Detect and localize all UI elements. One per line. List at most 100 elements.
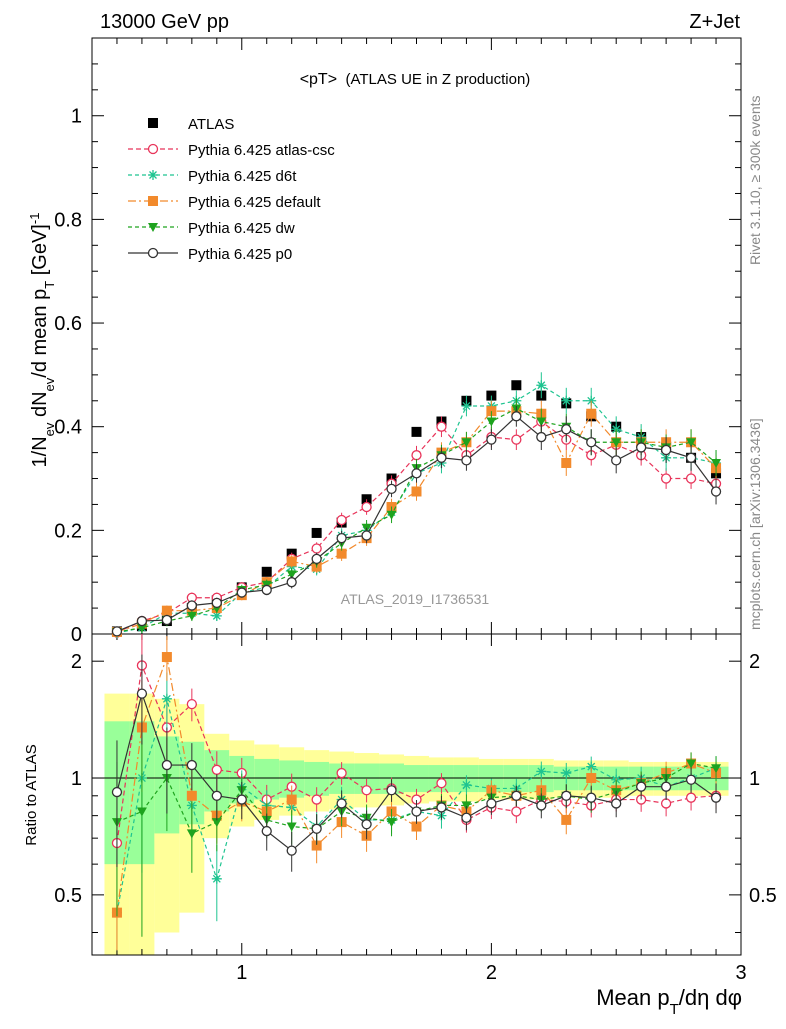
legend-label: Pythia 6.425 p0	[188, 246, 292, 263]
ratio-point	[311, 794, 322, 805]
data-point	[336, 532, 347, 544]
ratio-point	[211, 764, 222, 775]
legend-entry: Pythia 6.425 dw	[128, 220, 295, 237]
analysis-watermark: ATLAS_2019_I1736531	[341, 591, 490, 607]
ratio-point	[561, 814, 572, 825]
series-5	[111, 405, 722, 637]
ratio-point	[286, 794, 297, 805]
ratio-point	[236, 794, 247, 805]
ratio-point	[136, 807, 147, 817]
data-point	[711, 458, 722, 468]
data-point	[336, 514, 347, 526]
data-point	[136, 615, 148, 627]
data-point	[411, 468, 422, 479]
x-tick-label: 3	[735, 962, 746, 984]
ratio-point	[311, 823, 322, 834]
ratio-y-tick-label: 1	[71, 768, 82, 790]
data-point	[436, 452, 447, 463]
data-point	[685, 473, 697, 484]
data-point	[660, 444, 672, 456]
data-point	[710, 486, 722, 497]
data-point	[311, 553, 322, 565]
ratio-y-axis-label: Ratio to ATLAS	[23, 744, 40, 845]
ratio-point	[511, 790, 522, 801]
ratio-point	[111, 786, 123, 798]
data-point	[286, 570, 297, 580]
data-point	[536, 380, 547, 391]
data-point	[336, 548, 347, 559]
legend-marker	[147, 143, 159, 155]
ratio-point	[411, 806, 422, 817]
main-y-tick-label: 0.6	[54, 313, 82, 335]
data-point	[186, 611, 197, 621]
data-point	[536, 417, 547, 427]
ratio-point	[336, 798, 347, 809]
data-point	[161, 614, 173, 626]
data-point	[511, 434, 522, 445]
ratio-point	[586, 773, 597, 784]
ratio-point	[611, 798, 622, 809]
legend-entry: ATLAS	[148, 116, 234, 133]
ratio-point	[636, 781, 647, 792]
data-point	[586, 437, 597, 448]
ratio-point	[436, 802, 447, 813]
ratio-point	[286, 822, 297, 832]
data-point	[511, 380, 522, 391]
ratio-point	[311, 840, 322, 851]
ratio-point	[660, 798, 672, 809]
header-process-label: Z+Jet	[689, 11, 740, 33]
ratio-y-tick-label-right: 0.5	[749, 885, 777, 907]
legend-label: ATLAS	[188, 116, 234, 133]
legend-label: Pythia 6.425 dw	[188, 220, 295, 237]
data-point	[361, 530, 372, 541]
ratio-point	[586, 792, 597, 803]
ratio-point	[511, 806, 522, 817]
legend-marker	[148, 170, 158, 180]
main-y-tick-label: 0.2	[54, 520, 82, 542]
ratio-point	[561, 768, 572, 779]
data-point	[211, 610, 222, 621]
ratio-point	[486, 798, 497, 809]
rivet-label: Rivet 3.1.10, ≥ 300k events	[747, 95, 763, 265]
ratio-point	[361, 819, 372, 830]
ratio-point	[386, 818, 397, 828]
ratio-point	[161, 693, 172, 704]
ratio-point	[186, 790, 197, 801]
ratio-point	[336, 767, 347, 779]
ratio-point	[286, 845, 297, 856]
stat-uncertainty-band	[404, 765, 429, 793]
data-point	[561, 457, 572, 468]
ratio-point	[686, 759, 697, 769]
data-point	[461, 438, 472, 448]
ratio-series-5	[111, 654, 722, 872]
ratio-point	[536, 800, 547, 811]
data-point	[286, 577, 297, 588]
main-y-tick-label: 0	[71, 624, 82, 646]
main-y-tick-label: 0.8	[54, 209, 82, 231]
data-point	[286, 556, 297, 567]
ratio-point	[461, 812, 472, 823]
ratio-point	[161, 759, 173, 771]
ratio-point	[386, 785, 397, 796]
main-y-tick-label: 1	[71, 106, 82, 128]
data-point	[436, 421, 447, 432]
data-point	[111, 626, 123, 637]
legend-label: Pythia 6.425 atlas-csc	[188, 142, 335, 159]
ratio-series	[111, 634, 722, 951]
x-axis-label: Mean pT/dη dφ	[596, 985, 742, 1018]
ratio-point	[361, 785, 372, 796]
legend-marker	[148, 118, 158, 128]
x-tick-label: 1	[236, 962, 247, 984]
ratio-y-tick-label-right: 2	[749, 651, 760, 673]
ratio-point	[536, 766, 547, 777]
mcplots-label: mcplots.cern.ch [arXiv:1306.3436]	[747, 418, 763, 630]
legend-label: Pythia 6.425 default	[188, 194, 321, 211]
data-point	[486, 434, 497, 445]
legend-marker	[148, 223, 158, 232]
data-point	[261, 566, 272, 577]
data-point	[411, 450, 422, 461]
data-point	[611, 455, 622, 466]
legend-entry: Pythia 6.425 atlas-csc	[128, 142, 335, 159]
ratio-point	[186, 759, 197, 771]
